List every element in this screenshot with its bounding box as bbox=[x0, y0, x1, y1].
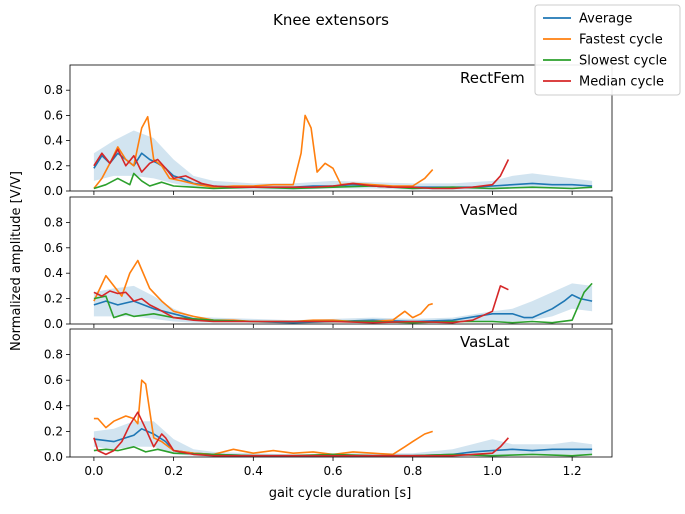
x-tick-label: 0.8 bbox=[403, 464, 422, 478]
panels-layer: 0.0 0.2 0.4 0.6 0.8 RectFem 0.0 0.2 0.4 0.6 0.8 Vas… bbox=[44, 64, 613, 478]
legend-label-slowest-cycle: Slowest cycle bbox=[579, 54, 667, 69]
legend-label-median-cycle: Median cycle bbox=[579, 75, 664, 90]
y-tick-label-vasmed: 0.2 bbox=[44, 292, 63, 306]
variability-band-rectfem bbox=[93, 130, 593, 190]
y-tick-label-rectfem: 0.8 bbox=[44, 83, 63, 97]
y-tick-label-vaslat: 0.0 bbox=[44, 450, 63, 464]
y-tick-label-rectfem: 0.4 bbox=[44, 134, 63, 148]
panel-label-vasmed: VasMed bbox=[460, 201, 518, 219]
series-line-slowest-cycle-rectfem bbox=[93, 172, 593, 190]
y-tick-label-vaslat: 0.8 bbox=[44, 348, 63, 362]
y-tick-label-vasmed: 0.0 bbox=[44, 317, 63, 331]
x-tick-label: 1.0 bbox=[483, 464, 502, 478]
x-axis-label: gait cycle duration [s] bbox=[269, 486, 412, 501]
series-line-median-cycle-rectfem bbox=[93, 148, 510, 190]
x-tick-label: 0.4 bbox=[244, 464, 263, 478]
x-tick-label: 0.6 bbox=[323, 464, 342, 478]
axes-frame-vasmed bbox=[69, 196, 613, 325]
y-tick-label-rectfem: 0.2 bbox=[44, 159, 63, 173]
chart-title: Knee extensors bbox=[273, 11, 389, 29]
x-tick-label: 0.2 bbox=[164, 464, 183, 478]
panel-label-rectfem: RectFem bbox=[460, 69, 525, 87]
y-tick-label-vasmed: 0.6 bbox=[44, 241, 63, 255]
y-tick-label-vasmed: 0.4 bbox=[44, 266, 63, 280]
series-line-median-cycle-vaslat bbox=[93, 411, 509, 457]
series-line-median-cycle-vasmed bbox=[93, 285, 509, 324]
legend-box bbox=[534, 4, 681, 96]
y-tick-label-vasmed: 0.8 bbox=[44, 215, 63, 229]
panel-rectfem: 0.0 0.2 0.4 0.6 0.8 RectFem bbox=[44, 64, 613, 198]
legend-label-fastest-cycle: Fastest cycle bbox=[579, 33, 663, 48]
y-axis-label: Normalized amplitude [V/V] bbox=[9, 171, 24, 351]
panel-vaslat: 0.0 0.2 0.4 0.6 0.8 0.0 0.2 0.4 0.6 0.8 1.0 1.2 VasL… bbox=[44, 328, 613, 478]
y-tick-label-vaslat: 0.4 bbox=[44, 399, 63, 413]
y-tick-label-vaslat: 0.6 bbox=[44, 373, 63, 387]
x-tick-label: 1.2 bbox=[563, 464, 582, 478]
legend-label-average: Average bbox=[579, 12, 632, 27]
variability-band-vasmed bbox=[93, 283, 593, 324]
series-line-average-vasmed bbox=[93, 294, 593, 324]
y-tick-label-rectfem: 0.0 bbox=[44, 184, 63, 198]
panel-vasmed: 0.0 0.2 0.4 0.6 0.8 VasMed bbox=[44, 196, 613, 331]
x-tick-label: 0.0 bbox=[84, 464, 103, 478]
variability-band-vaslat bbox=[93, 421, 593, 457]
y-tick-label-rectfem: 0.6 bbox=[44, 108, 63, 122]
axes-frame-rectfem bbox=[69, 64, 613, 192]
panel-label-vaslat: VasLat bbox=[460, 333, 510, 351]
axes-frame-vaslat bbox=[69, 328, 613, 458]
legend: Average Fastest cycle Slowest cycle Median … bbox=[534, 4, 681, 96]
y-tick-label-vaslat: 0.2 bbox=[44, 424, 63, 438]
